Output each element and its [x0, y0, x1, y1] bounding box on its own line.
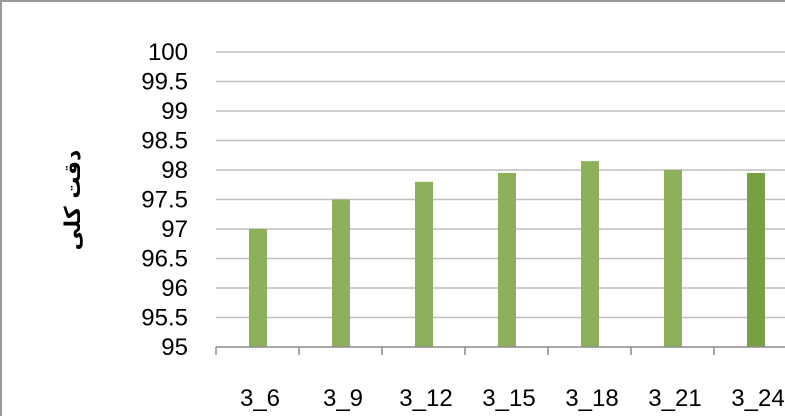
x-tick-label: 3_12 — [399, 385, 452, 412]
bar-3_24 — [747, 172, 765, 347]
bar-3_15 — [498, 172, 516, 347]
y-tick-label: 95.5 — [141, 305, 188, 332]
y-tick-label: 97.5 — [141, 187, 188, 214]
y-tick-label: 99 — [161, 98, 188, 125]
bar-3_9 — [332, 199, 350, 347]
y-tick-label: 99.5 — [141, 69, 188, 96]
bar-3_12 — [415, 181, 433, 347]
y-tick-label: 98.5 — [141, 128, 188, 155]
x-tick-label: 3_15 — [482, 385, 535, 412]
y-tick-label: 96 — [161, 275, 188, 302]
x-tick-labels: 3_6 3_9 3_12 3_15 3_18 3_21 3_24 — [240, 385, 785, 412]
bar-3_21 — [664, 170, 682, 347]
y-tick-label: 98 — [161, 157, 188, 184]
y-tick-label: 95 — [161, 334, 188, 361]
x-tick-label: 3_21 — [648, 385, 701, 412]
y-tick-label: 100 — [148, 39, 188, 66]
x-tick-label: 3_6 — [240, 385, 280, 412]
y-tick-label: 96.5 — [141, 246, 188, 273]
x-tick-label: 3_9 — [323, 385, 363, 412]
bars — [249, 161, 765, 347]
y-tick-label: 97 — [161, 216, 188, 243]
bar-3_18 — [581, 161, 599, 347]
bar-3_6 — [249, 229, 267, 347]
x-tick-label: 3_24 — [731, 385, 784, 412]
x-tick-label: 3_18 — [565, 385, 618, 412]
axes — [215, 346, 785, 355]
y-axis-label: دقت کلی — [61, 150, 86, 251]
